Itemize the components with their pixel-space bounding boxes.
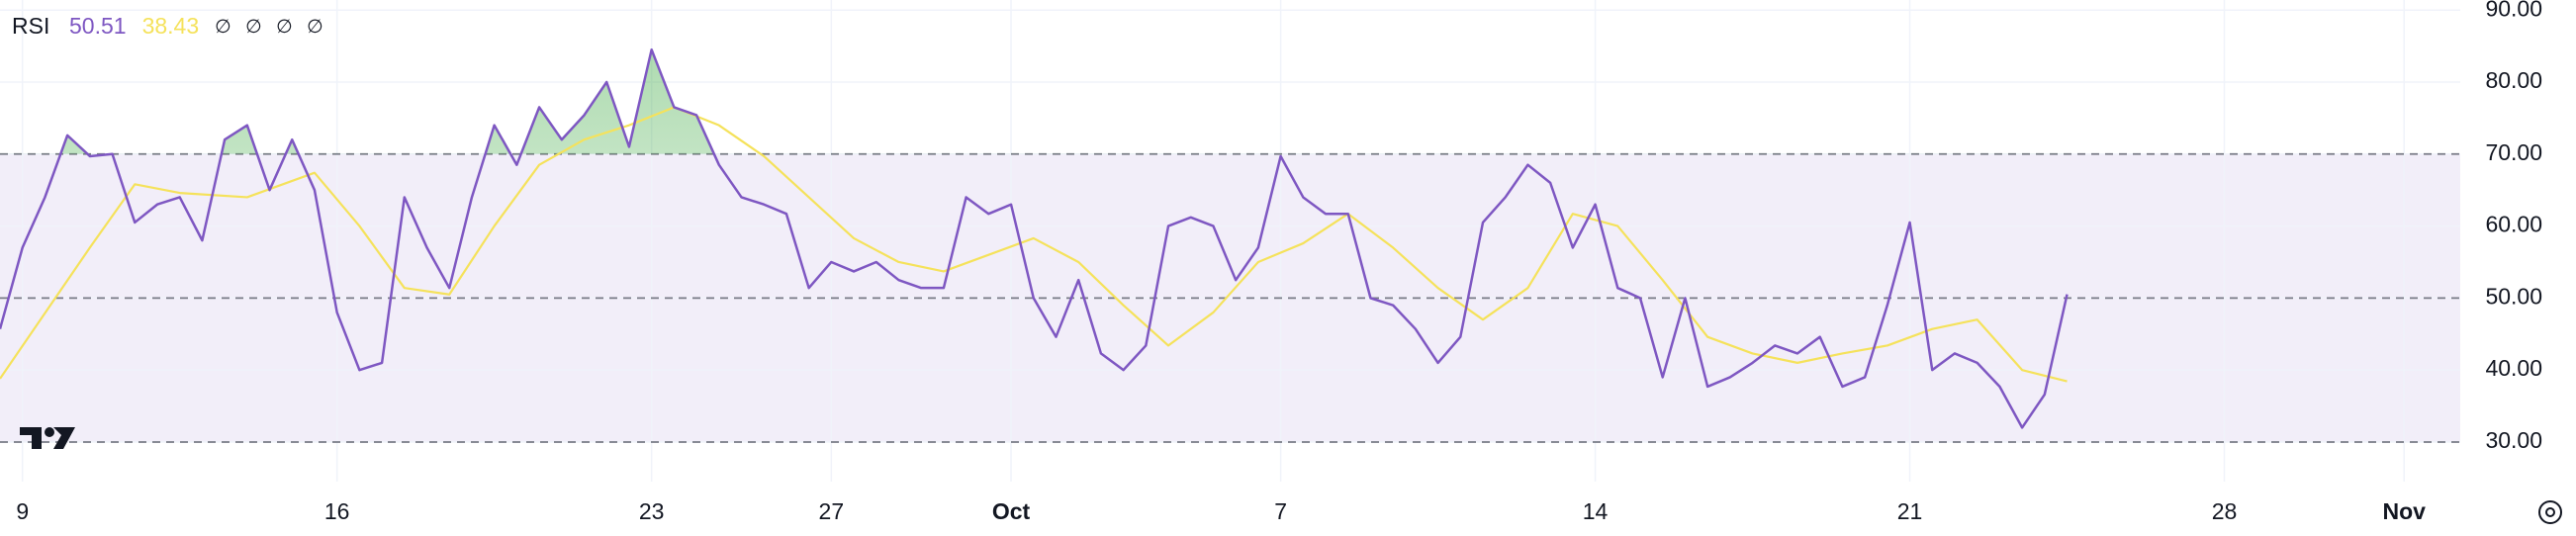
x-tick-label: 21 — [1897, 498, 1923, 524]
plot-area — [0, 0, 2460, 482]
y-tick-label: 70.00 — [2485, 139, 2542, 165]
x-tick-label: 16 — [324, 498, 350, 524]
x-tick-label: 9 — [16, 498, 29, 524]
legend: RSI 50.51 38.43 ∅ ∅ ∅ ∅ — [12, 13, 323, 39]
x-tick-label: Oct — [992, 498, 1031, 524]
hidden-input: ∅ — [215, 17, 231, 38]
x-tick-label: Nov — [2382, 498, 2426, 524]
tradingview-logo — [20, 427, 75, 449]
ma-value: 38.43 — [142, 13, 200, 39]
overbought-fill — [60, 49, 714, 154]
series-line — [0, 106, 2068, 383]
x-tick-label: 23 — [639, 498, 665, 524]
x-tick-label: 14 — [1583, 498, 1609, 524]
x-tick-label: 27 — [819, 498, 845, 524]
hidden-input: ∅ — [307, 17, 323, 38]
y-tick-label: 50.00 — [2485, 283, 2542, 309]
y-tick-label: 90.00 — [2485, 0, 2542, 21]
y-tick-label: 60.00 — [2485, 212, 2542, 237]
y-tick-label: 40.00 — [2485, 355, 2542, 381]
y-tick-label: 80.00 — [2485, 67, 2542, 93]
settings-icon[interactable] — [2538, 500, 2562, 524]
x-tick-label: 7 — [1274, 498, 1287, 524]
y-tick-label: 30.00 — [2485, 427, 2542, 453]
indicator-title: RSI — [12, 13, 49, 39]
hidden-input: ∅ — [276, 17, 293, 38]
x-tick-label: 28 — [2212, 498, 2238, 524]
hidden-input: ∅ — [245, 17, 262, 38]
series-line — [0, 47, 2069, 429]
rsi-value: 50.51 — [69, 13, 127, 39]
